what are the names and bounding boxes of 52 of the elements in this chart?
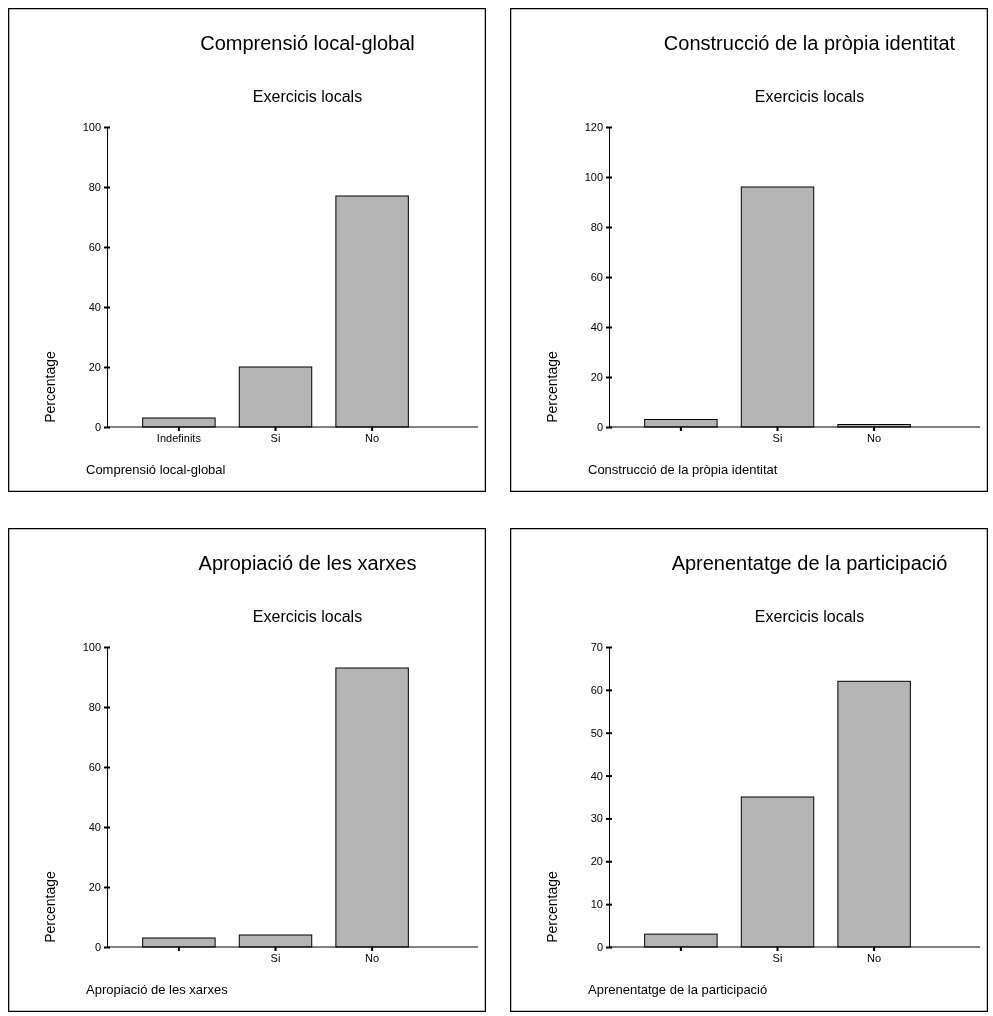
chart-subtitle: Exercicis locals <box>754 608 865 625</box>
y-tick-label: 100 <box>82 121 101 134</box>
x-tick-label: No <box>867 951 882 964</box>
chart-subtitle: Exercicis locals <box>252 88 363 105</box>
y-tick-label: 120 <box>584 121 603 134</box>
chart-title: Comprensió local-global <box>200 32 415 54</box>
y-tick-label: 80 <box>88 701 101 714</box>
y-tick-label: 40 <box>590 769 603 782</box>
y-tick-label: 20 <box>88 881 101 894</box>
x-tick-label: No <box>365 431 380 444</box>
x-tick-label: Si <box>772 951 783 964</box>
y-tick-label: 0 <box>94 421 101 434</box>
y-axis-title: Percentage <box>544 870 560 943</box>
y-tick-label: 100 <box>584 171 603 184</box>
x-axis-title: Apropiació de les xarxes <box>86 982 229 997</box>
y-axis-title: Percentage <box>42 870 58 943</box>
y-tick-label: 60 <box>590 271 603 284</box>
y-tick-label: 10 <box>590 898 603 911</box>
chart-subtitle: Exercicis locals <box>754 88 865 105</box>
y-tick-label: 0 <box>596 941 603 954</box>
y-tick-label: 30 <box>590 812 603 825</box>
y-tick-label: 20 <box>590 371 603 384</box>
x-tick-label: No <box>365 951 380 964</box>
y-tick-label: 60 <box>88 241 101 254</box>
x-axis-title: Aprenentatge de la participació <box>588 982 768 997</box>
x-axis-title: Construcció de la pròpia identitat <box>588 462 778 477</box>
y-tick-label: 60 <box>88 761 101 774</box>
y-tick-label: 80 <box>88 181 101 194</box>
y-tick-label: 70 <box>590 641 603 654</box>
y-tick-label: 20 <box>590 855 603 868</box>
y-axis-title: Percentage <box>42 350 58 423</box>
y-tick-label: 80 <box>590 221 603 234</box>
y-tick-label: 60 <box>590 683 603 696</box>
x-tick-label: Si <box>270 431 281 444</box>
chart-title: Apropiació de les xarxes <box>198 552 417 574</box>
y-tick-label: 100 <box>82 641 101 654</box>
chart-title: Aprenentatge de la participació <box>671 552 948 574</box>
x-axis-title: Comprensió local-global <box>86 462 226 477</box>
y-tick-label: 0 <box>596 421 603 434</box>
y-tick-label: 0 <box>94 941 101 954</box>
x-tick-label: Si <box>772 431 783 444</box>
chart-subtitle: Exercicis locals <box>252 608 363 625</box>
y-tick-label: 40 <box>88 821 101 834</box>
y-tick-label: 20 <box>88 361 101 374</box>
chart-title: Construcció de la pròpia identitat <box>663 32 956 54</box>
y-tick-label: 40 <box>590 321 603 334</box>
x-tick-label: Si <box>270 951 281 964</box>
y-axis-title: Percentage <box>544 350 560 423</box>
x-tick-label: No <box>867 431 882 444</box>
y-tick-label: 50 <box>590 726 603 739</box>
x-tick-label: Indefinits <box>156 431 202 444</box>
y-tick-label: 40 <box>88 301 101 314</box>
